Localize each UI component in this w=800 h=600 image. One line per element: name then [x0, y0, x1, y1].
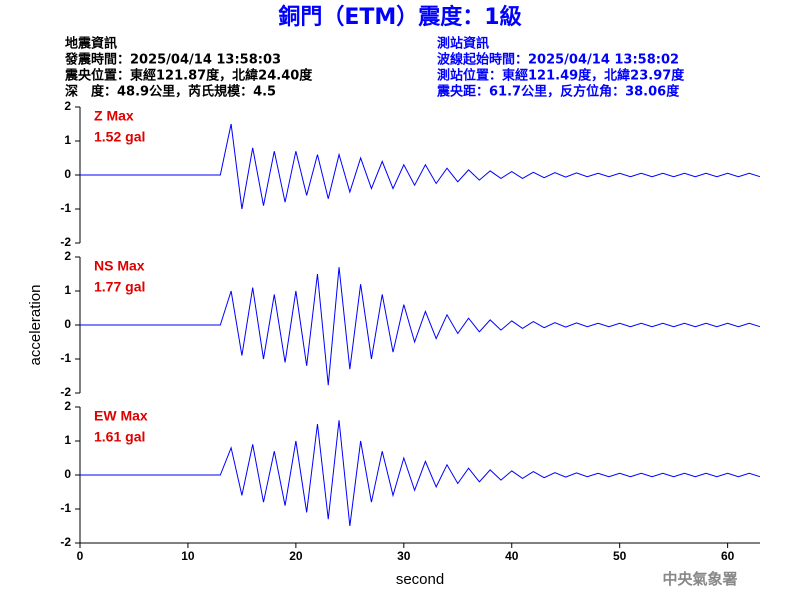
- event-info: 深 度：48.9公里，芮氏規模：4.5: [65, 84, 276, 100]
- waveform: [80, 123, 761, 210]
- y-tick-label: -1: [60, 501, 71, 515]
- y-tick-label: 0: [64, 167, 71, 181]
- y-tick-label: 1: [64, 433, 71, 447]
- event-info: 發震時間：2025/04/14 13:58:03: [64, 52, 281, 68]
- x-tick-label: 30: [397, 549, 411, 563]
- x-tick-label: 60: [721, 549, 735, 563]
- x-axis-label: second: [396, 571, 444, 588]
- y-tick-label: -2: [60, 235, 71, 249]
- y-tick-label: 1: [64, 283, 71, 297]
- x-tick-label: 20: [289, 549, 303, 563]
- y-tick-label: 2: [64, 249, 71, 263]
- event-info: 震央位置：東經121.87度，北緯24.40度: [64, 68, 313, 84]
- y-tick-label: -1: [60, 351, 71, 365]
- component-max-value: 1.52 gal: [94, 129, 145, 145]
- station-info: 震央距：61.7公里，反方位角：38.06度: [436, 84, 680, 100]
- x-tick-label: 50: [613, 549, 627, 563]
- y-tick-label: -2: [60, 385, 71, 399]
- y-tick-label: 1: [64, 133, 71, 147]
- component-max: Z Max: [94, 108, 134, 124]
- y-tick-label: -1: [60, 201, 71, 215]
- y-tick-label: 0: [64, 317, 71, 331]
- component-max: NS Max: [94, 258, 145, 274]
- y-tick-label: 2: [64, 99, 71, 113]
- y-tick-label: 0: [64, 467, 71, 481]
- x-tick-label: 40: [505, 549, 519, 563]
- x-tick-label: 10: [181, 549, 195, 563]
- footer: 中央氣象署: [662, 570, 737, 588]
- component-max-value: 1.61 gal: [94, 429, 145, 445]
- x-tick-label: 0: [77, 549, 84, 563]
- station-info: 波線起始時間：2025/04/14 13:58:02: [437, 52, 679, 68]
- component-max: EW Max: [94, 408, 148, 424]
- page-title: 銅門（ETM）震度：1級: [278, 4, 521, 30]
- waveform: [80, 420, 761, 527]
- y-tick-label: 2: [64, 399, 71, 413]
- station-info: 測站位置：東經121.49度，北緯23.97度: [437, 68, 685, 84]
- station-info: 測站資訊: [437, 36, 489, 52]
- y-tick-label: -2: [60, 535, 71, 549]
- event-info: 地震資訊: [65, 36, 117, 52]
- waveform: [80, 267, 761, 386]
- component-max-value: 1.77 gal: [94, 279, 145, 295]
- y-axis-label: acceleration: [27, 285, 44, 366]
